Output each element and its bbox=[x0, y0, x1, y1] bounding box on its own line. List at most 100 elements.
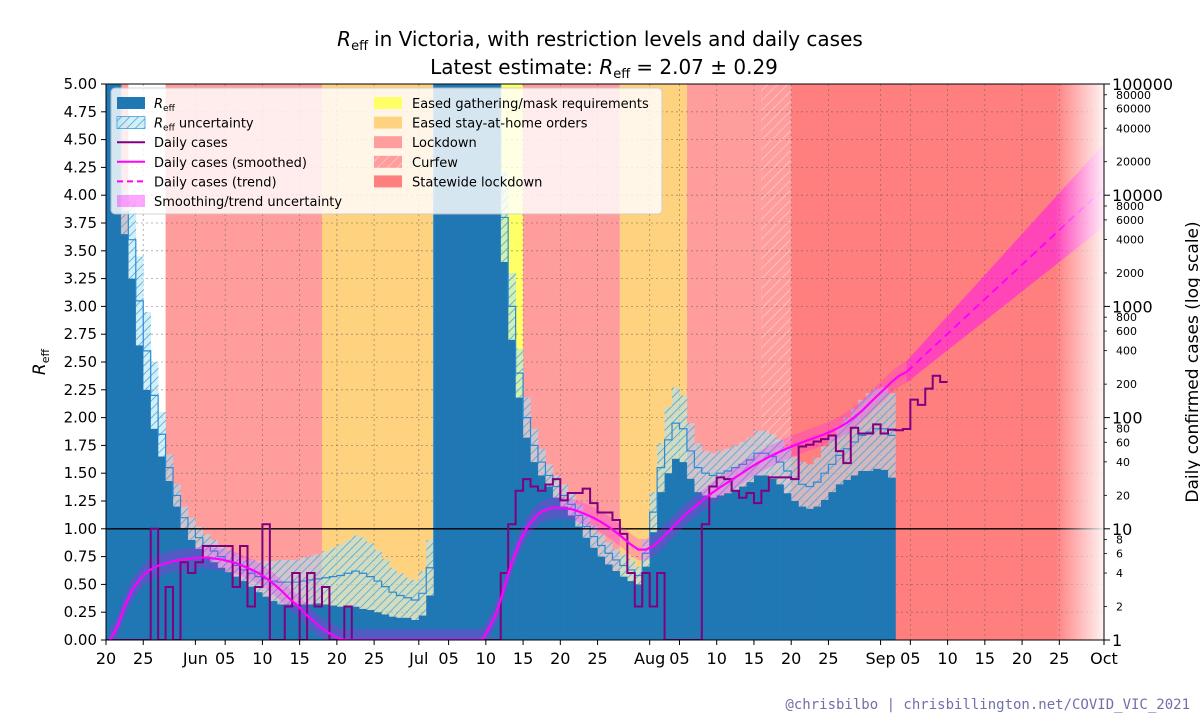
y-tick-label: 0.00 bbox=[64, 631, 97, 649]
x-tick-label: Jun bbox=[182, 649, 208, 668]
reff-bar bbox=[329, 605, 338, 640]
x-tick-label: Jul bbox=[408, 649, 428, 668]
y-tick-label: 1.25 bbox=[64, 492, 97, 510]
reff-bar bbox=[537, 475, 546, 640]
right-major-tick-label: 10 bbox=[1112, 520, 1132, 539]
reff-bar bbox=[835, 484, 844, 640]
reff-bar bbox=[336, 606, 345, 640]
y-tick-label: 2.50 bbox=[64, 353, 97, 371]
reff-bar bbox=[850, 475, 859, 640]
reff-bar bbox=[135, 345, 144, 640]
x-tick-label: 15 bbox=[513, 649, 533, 668]
legend-label-daily: Daily cases bbox=[154, 136, 228, 151]
reff-bar bbox=[120, 234, 129, 640]
x-tick-label: 05 bbox=[669, 649, 689, 668]
legend-swatch-reff bbox=[117, 97, 145, 109]
smoothed-cases-line bbox=[108, 370, 908, 640]
reff-bar bbox=[560, 506, 569, 640]
legend-label-curfew: Curfew bbox=[412, 156, 458, 171]
reff-bar bbox=[552, 497, 561, 640]
reff-bar bbox=[575, 526, 583, 640]
reff-bar bbox=[254, 592, 263, 640]
reff-bar bbox=[888, 477, 896, 640]
y-tick-label: 1.50 bbox=[64, 464, 97, 482]
x-tick-label: 20 bbox=[781, 649, 801, 668]
reff-bar bbox=[299, 604, 308, 640]
legend-label-reff: Reff bbox=[154, 97, 176, 114]
y-tick-label: 2.75 bbox=[64, 325, 97, 343]
reff-bar bbox=[463, 84, 472, 640]
reff-bar bbox=[403, 617, 412, 640]
x-tick-label: 15 bbox=[744, 649, 764, 668]
reff-bar bbox=[210, 562, 219, 640]
x-tick-label: Sep bbox=[865, 649, 895, 668]
legend-swatch-lockdown bbox=[374, 136, 402, 149]
legend-swatch-gathering bbox=[374, 97, 402, 109]
reff-bar bbox=[776, 484, 785, 640]
reff-bar bbox=[865, 470, 874, 640]
legend-label-gathering: Eased gathering/mask requirements bbox=[412, 97, 649, 112]
reff-bar bbox=[515, 397, 524, 640]
reff-bar bbox=[791, 501, 799, 640]
right-fade bbox=[1055, 84, 1104, 640]
y-axis-label-left: Reff bbox=[30, 349, 52, 376]
x-tick-label: 05 bbox=[900, 649, 920, 668]
reff-bar bbox=[351, 606, 360, 640]
reff-bar bbox=[411, 619, 420, 640]
reff-bar bbox=[456, 84, 464, 640]
reff-bar bbox=[493, 84, 502, 640]
x-tick-label: 10 bbox=[937, 649, 957, 668]
reff-bar bbox=[590, 547, 598, 640]
reff-bar bbox=[262, 596, 271, 640]
right-minor-tick-label: 4 bbox=[1116, 567, 1123, 580]
reff-bar bbox=[269, 601, 278, 640]
legend-label-smooth_unc: Smoothing/trend uncertainty bbox=[154, 195, 342, 210]
reff-bar bbox=[605, 564, 613, 640]
reff-bar bbox=[746, 482, 755, 640]
reff-bar bbox=[165, 480, 174, 640]
reff-bar bbox=[664, 473, 673, 640]
reff-bar bbox=[820, 499, 829, 640]
x-tick-label: 25 bbox=[1049, 649, 1069, 668]
reff-bar bbox=[433, 84, 442, 640]
reff-bar bbox=[307, 604, 315, 640]
reff-bar bbox=[597, 556, 606, 640]
reff-bar bbox=[158, 456, 166, 640]
x-axis: 20 25 Jun 05 10 15 20 25 Jul 05 10 15 20 25 Aug 05 10 15 2… bbox=[96, 640, 1118, 668]
x-tick-label: 20 bbox=[327, 649, 347, 668]
y-tick-label: 3.25 bbox=[64, 270, 97, 288]
right-minor-tick-label: 200 bbox=[1116, 378, 1137, 391]
right-major-tick-label: 100 bbox=[1112, 409, 1143, 428]
right-minor-tick-label: 2 bbox=[1116, 601, 1123, 614]
reff-bar bbox=[143, 389, 151, 640]
x-tick-label: 10 bbox=[707, 649, 727, 668]
reff-bar bbox=[642, 566, 650, 640]
x-tick-label: Oct bbox=[1090, 649, 1118, 668]
legend-label-eased_stay: Eased stay-at-home orders bbox=[412, 117, 588, 132]
reff-bar bbox=[508, 339, 516, 640]
footer-credit: @chrisbilbo | chrisbillington.net/COVID_… bbox=[785, 697, 1190, 713]
reff-bar bbox=[880, 469, 889, 640]
right-major-tick-label: 100000 bbox=[1112, 75, 1173, 94]
reff-bar bbox=[277, 604, 286, 640]
reff-bar bbox=[657, 492, 665, 640]
reff-bar bbox=[113, 84, 122, 640]
reff-bar bbox=[180, 528, 189, 640]
right-minor-tick-label: 80000 bbox=[1116, 89, 1151, 102]
right-major-tick-label: 1000 bbox=[1112, 297, 1153, 316]
reff-bar bbox=[441, 84, 449, 640]
reff-bar bbox=[247, 586, 256, 640]
reff-bar bbox=[739, 486, 747, 640]
reff-bar bbox=[523, 437, 531, 640]
legend: Reff Reff uncertainty Daily cases Daily cas… bbox=[110, 87, 663, 215]
reff-bar bbox=[619, 576, 628, 640]
legend-label-trend: Daily cases (trend) bbox=[154, 175, 277, 190]
reff-bar bbox=[649, 532, 658, 640]
reff-bar bbox=[716, 495, 725, 640]
y-axis-left: 0.00 0.25 0.50 0.75 1.00 1.25 1.50 1.75 2.00 2.25… bbox=[64, 75, 106, 649]
reff-bar bbox=[359, 608, 367, 640]
y-tick-label: 0.25 bbox=[64, 603, 97, 621]
y-tick-label: 4.50 bbox=[64, 131, 97, 149]
x-tick-label: 25 bbox=[133, 649, 153, 668]
